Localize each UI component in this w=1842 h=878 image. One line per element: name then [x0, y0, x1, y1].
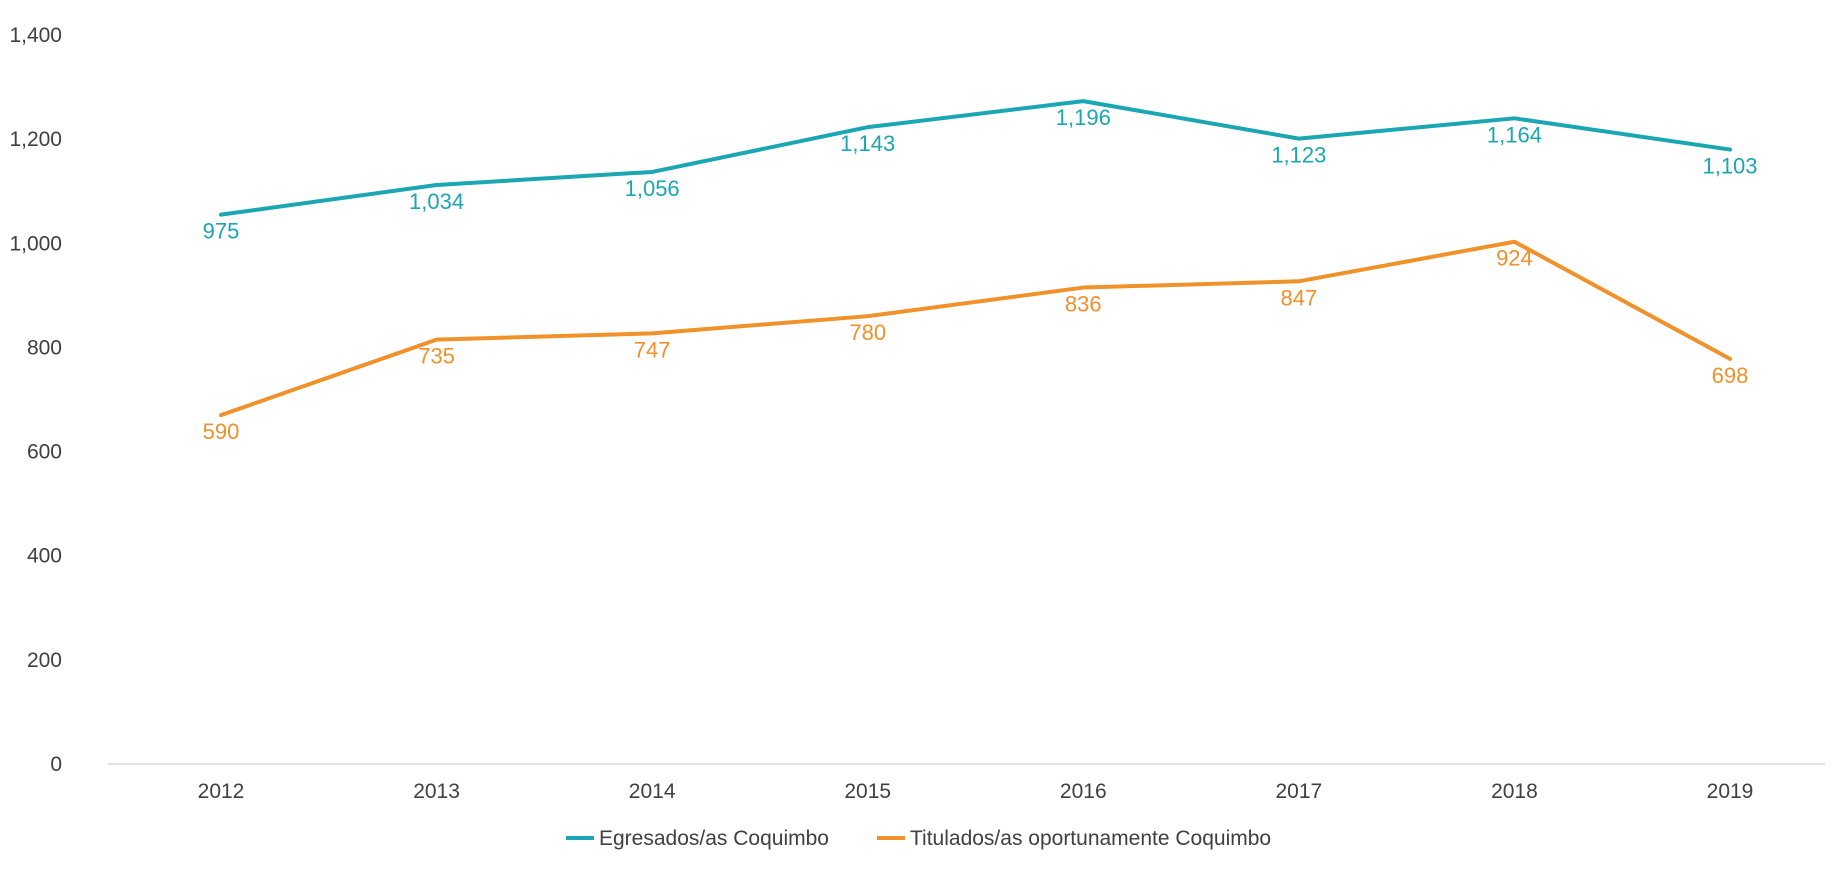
series-line-2 [219, 239, 1732, 418]
data-label: 1,056 [625, 176, 680, 201]
data-label: 975 [203, 219, 240, 244]
data-label: 1,164 [1487, 122, 1542, 147]
x-tick-label: 2018 [1491, 780, 1538, 803]
x-tick-label: 2016 [1060, 780, 1107, 803]
data-label: 847 [1280, 285, 1317, 310]
legend-label-1: Egresados/as Coquimbo [599, 827, 829, 850]
x-tick-label: 2019 [1707, 780, 1754, 803]
x-tick-label: 2012 [198, 780, 245, 803]
data-label: 735 [418, 344, 455, 369]
y-tick-label: 1,200 [9, 128, 62, 151]
data-label: 590 [203, 419, 240, 444]
y-tick-label: 600 [27, 441, 62, 464]
data-label: 698 [1712, 363, 1749, 388]
data-label: 924 [1496, 246, 1533, 271]
data-label: 1,123 [1271, 143, 1326, 168]
y-tick-label: 200 [27, 649, 62, 672]
data-label: 1,143 [840, 131, 895, 156]
x-tick-label: 2014 [629, 780, 676, 803]
data-label: 836 [1065, 292, 1102, 317]
data-label: 1,034 [409, 189, 464, 214]
y-tick-label: 0 [50, 753, 62, 776]
data-label: 1,196 [1056, 105, 1111, 130]
x-tick-label: 2015 [844, 780, 891, 803]
y-tick-label: 1,400 [9, 24, 62, 47]
data-label: 1,103 [1702, 154, 1757, 179]
data-label: 780 [849, 320, 886, 345]
x-tick-label: 2017 [1275, 780, 1322, 803]
x-tick-label: 2013 [413, 780, 460, 803]
legend-label-2: Titulados/as oportunamente Coquimbo [910, 827, 1271, 850]
y-tick-label: 400 [27, 545, 62, 568]
y-tick-label: 1,000 [9, 232, 62, 255]
series-line-1 [219, 99, 1732, 217]
y-tick-label: 800 [27, 336, 62, 359]
data-label: 747 [634, 337, 671, 362]
